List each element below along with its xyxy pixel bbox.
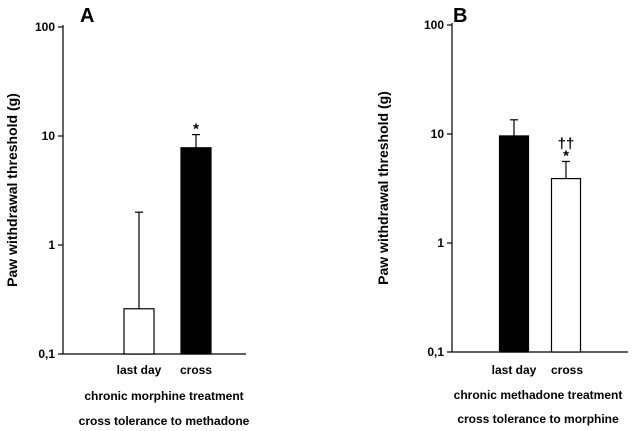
panel-b-category-label-cross: cross [551,363,583,377]
panel-b-letter: B [453,5,467,27]
y-tick-label: 1 [437,236,444,250]
bar-cross [550,177,582,353]
y-tick-label: 100 [35,20,55,34]
panel-a-y-ticks: 0,1 1 10 100 [35,20,63,361]
bar-last-day [123,308,155,355]
panel-b-bars: *†† [498,119,582,353]
y-tick-label: 10 [42,129,56,143]
significance-marker: * [193,121,199,138]
panel-b-y-ticks: 0,1 1 10 100 [424,18,452,359]
panel-a-bars: * [123,121,212,355]
bar-last-day [498,135,530,353]
panel-b-y-axis-label: Paw withdrawal threshold (g) [375,91,391,285]
significance-marker-dagger: †† [558,135,575,152]
panel-a-letter: A [80,5,94,27]
y-tick-label: 100 [424,18,444,32]
y-tick-label: 0,1 [427,345,444,359]
y-tick-label: 0,1 [38,347,55,361]
significance-marker: * [563,147,569,164]
panel-a-caption-treatment: chronic morphine treatment [84,389,243,403]
panel-a-category-label-last-day: last day [117,363,162,377]
y-tick-label: 1 [48,238,55,252]
panel-b-caption-treatment: chronic methadone treatment [454,388,623,402]
panel-a-y-axis-label: Paw withdrawal threshold (g) [4,93,20,287]
bar-cross [180,147,212,355]
y-tick-label: 10 [431,127,445,141]
panel-a-axes [62,25,246,355]
panel-a-caption-cross-tolerance: cross tolerance to methadone [79,414,250,428]
panel-a: A Paw withdrawal threshold (g) 0,1 1 10 100… [4,5,250,428]
panel-a-category-label-cross: cross [180,363,212,377]
panel-b-axes [451,23,628,353]
panel-b-caption-cross-tolerance: cross tolerance to morphine [457,412,619,426]
panel-b-category-label-last-day: last day [492,363,537,377]
panel-b: B Paw withdrawal threshold (g) 0,1 1 10 100… [375,5,628,426]
